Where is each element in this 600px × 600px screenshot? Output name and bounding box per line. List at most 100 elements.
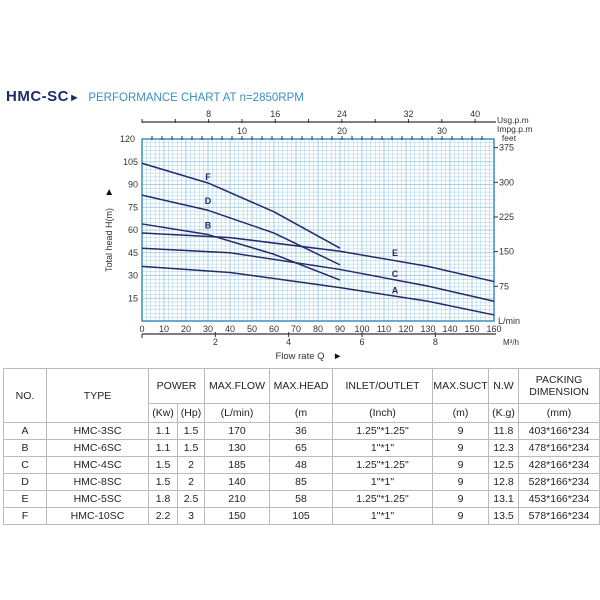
feet-tick-label: 375 xyxy=(499,143,514,153)
table-cell: HMC-3SC xyxy=(46,422,149,440)
arrow-right-icon: ► xyxy=(333,351,342,362)
table-cell: D xyxy=(3,473,47,491)
chart-title: PERFORMANCE CHART AT n=2850RPM xyxy=(88,92,304,104)
table-cell: 1.5 xyxy=(176,439,206,457)
table-row: C HMC-4SC 1.5 2 185 48 1.25"*1.25" 9 12.5 428*166… xyxy=(3,456,600,474)
x-tick-label: 160 xyxy=(486,324,501,334)
x-tick-label: 150 xyxy=(464,324,479,334)
impg-tick-label: 20 xyxy=(337,126,347,136)
x-tick-label: 120 xyxy=(398,324,413,334)
y-tick-label: 15 xyxy=(128,293,138,303)
x-tick-label: 130 xyxy=(420,324,435,334)
unit-hp: (Hp) xyxy=(176,403,206,423)
x-unit-label: L/min xyxy=(498,316,520,326)
y-tick-label: 45 xyxy=(128,248,138,258)
arrow-right-icon: ► xyxy=(69,92,80,104)
table-cell: 11.8 xyxy=(488,422,520,440)
table-cell: 150 xyxy=(204,507,271,525)
impg-tick-label: 10 xyxy=(237,126,247,136)
table-cell: 2 xyxy=(176,456,206,474)
table-cell: 2.5 xyxy=(176,490,206,508)
table-cell: 12.8 xyxy=(488,473,520,491)
impg-axis-label: Impg.p.m xyxy=(497,124,532,134)
table-cell: F xyxy=(3,507,47,525)
table-cell: 13.1 xyxy=(488,490,520,508)
table-cell: 9 xyxy=(432,422,490,440)
axes: 0 10 20 30 40 50 60 70 80 90 100 110 120 130 140 150 160… xyxy=(120,109,532,347)
x-tick-label: 50 xyxy=(247,324,257,334)
spec-table: NO. TYPE POWER MAX.FLOW MAX.HEAD INLET/O… xyxy=(3,368,600,525)
header-packing: PACKING DIMENSION xyxy=(518,368,600,404)
x-tick-label: 100 xyxy=(354,324,369,334)
table-cell: 478*166*234 xyxy=(518,439,600,457)
curve-A xyxy=(141,265,495,316)
grid xyxy=(141,138,495,322)
unit-packing: (mm) xyxy=(518,403,600,423)
table-cell: 9 xyxy=(432,439,490,457)
curve-label-D: D xyxy=(205,196,212,206)
unit-inlet-outlet: (Inch) xyxy=(332,403,434,423)
table-cell: HMC-6SC xyxy=(46,439,149,457)
header-type: TYPE xyxy=(46,368,149,423)
model-title: HMC-SC xyxy=(6,88,69,105)
performance-chart: 0 10 20 30 40 50 60 70 80 90 100 110 120 130 140 150 160… xyxy=(104,109,532,362)
x-tick-label: 60 xyxy=(269,324,279,334)
curve-label-E: E xyxy=(392,248,398,258)
m3h-tick-label: 6 xyxy=(359,337,364,347)
table-cell: 48 xyxy=(269,456,334,474)
header-inlet-outlet: INLET/OUTLET xyxy=(332,368,434,404)
y-tick-label: 120 xyxy=(120,134,135,144)
header-max-head: MAX.HEAD xyxy=(269,368,334,404)
table-cell: 578*166*234 xyxy=(518,507,600,525)
unit-max-flow: (L/min) xyxy=(204,403,271,423)
chart-header: HMC-SC► PERFORMANCE CHART AT n=2850RPM xyxy=(6,88,304,106)
usg-tick-label: 16 xyxy=(270,109,280,119)
usg-tick-label: 8 xyxy=(206,109,211,119)
table-cell: 9 xyxy=(432,456,490,474)
arrow-up-icon: ► xyxy=(104,187,115,197)
curve-F xyxy=(141,162,341,249)
table-cell: 105 xyxy=(269,507,334,525)
x-axis-label: Flow rate Q xyxy=(275,351,324,362)
table-cell: 2 xyxy=(176,473,206,491)
x-tick-label: 20 xyxy=(181,324,191,334)
header-nw: N.W xyxy=(488,368,520,404)
table-cell: 170 xyxy=(204,422,271,440)
curve-label-F: F xyxy=(205,172,211,182)
y-tick-label: 105 xyxy=(123,157,138,167)
x-tick-label: 30 xyxy=(203,324,213,334)
table-cell: 1"*1" xyxy=(332,439,434,457)
y-tick-label: 30 xyxy=(128,271,138,281)
table-cell: 1.25"*1.25" xyxy=(332,490,434,508)
curve-label-C: C xyxy=(392,269,399,279)
table-cell: A xyxy=(3,422,47,440)
x-tick-label: 110 xyxy=(377,324,391,334)
table-cell: 453*166*234 xyxy=(518,490,600,508)
header-power: POWER xyxy=(147,368,206,404)
plot-frame xyxy=(141,138,495,322)
usg-tick-label: 24 xyxy=(337,109,347,119)
m3h-tick-label: 4 xyxy=(286,337,291,347)
header-max-flow: MAX.FLOW xyxy=(204,368,271,404)
table-cell: 1.8 xyxy=(148,490,178,508)
table-cell: B xyxy=(3,439,47,457)
m3h-tick-label: 8 xyxy=(433,337,438,347)
table-cell: 1"*1" xyxy=(332,507,434,525)
x-tick-label: 90 xyxy=(335,324,345,334)
feet-tick-label: 225 xyxy=(499,212,514,222)
curve-label-B: B xyxy=(205,220,212,230)
table-cell: 1.5 xyxy=(148,456,178,474)
table-cell: 9 xyxy=(432,490,490,508)
table-row: D HMC-8SC 1.5 2 140 85 1"*1" 9 12.8 528*166*234 xyxy=(3,473,600,491)
table-cell: 9 xyxy=(432,507,490,525)
table-cell: 12.3 xyxy=(488,439,520,457)
x-tick-label: 40 xyxy=(225,324,235,334)
table-cell: 1.25"*1.25" xyxy=(332,422,434,440)
table-cell: 428*166*234 xyxy=(518,456,600,474)
table-cell: 9 xyxy=(432,473,490,491)
header-no: NO. xyxy=(3,368,47,423)
table-row: F HMC-10SC 2.2 3 150 105 1"*1" 9 13.5 578*166*234 xyxy=(3,507,600,525)
table-cell: 1"*1" xyxy=(332,473,434,491)
unit-kw: (Kw) xyxy=(148,403,178,423)
table-cell: 85 xyxy=(269,473,334,491)
